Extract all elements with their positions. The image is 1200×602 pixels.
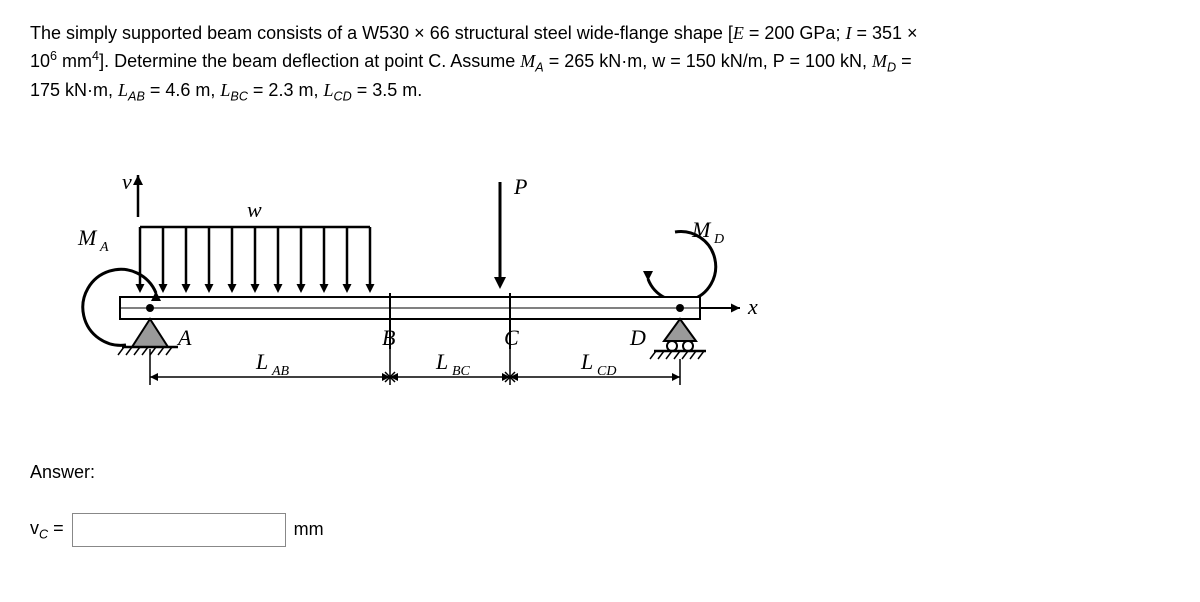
sub: CD — [333, 90, 351, 104]
svg-text:v: v — [122, 169, 132, 194]
problem-statement: The simply supported beam consists of a … — [30, 20, 1170, 107]
text: = 351 × — [851, 23, 917, 43]
svg-text:L: L — [580, 349, 593, 374]
text: = 265 kN·m, w = 150 kN/m, P = 100 kN, — [544, 51, 872, 71]
answer-unit: mm — [294, 519, 324, 540]
text: mm — [57, 51, 92, 71]
answer-row: vC = mm — [30, 513, 1170, 547]
svg-text:BC: BC — [452, 364, 471, 379]
svg-text:A: A — [99, 240, 109, 255]
text: ]. Determine the beam deflection at poin… — [99, 51, 520, 71]
text: = 4.6 m, — [145, 80, 221, 100]
answer-var: vC = — [30, 518, 64, 542]
text: = 3.5 m. — [352, 80, 423, 100]
svg-text:w: w — [247, 197, 262, 222]
sym-LCD: L — [323, 80, 333, 100]
sym-MA: M — [520, 51, 535, 71]
sub: AB — [128, 90, 145, 104]
svg-text:D: D — [713, 232, 724, 247]
text: = 2.3 m, — [248, 80, 324, 100]
beam-diagram: vMAwPMDxABCDLABLBCLCD — [60, 157, 1170, 422]
sym-LAB: L — [118, 80, 128, 100]
exp: 4 — [92, 49, 99, 63]
svg-text:AB: AB — [271, 364, 290, 379]
svg-text:x: x — [747, 294, 758, 319]
svg-text:M: M — [77, 225, 98, 250]
answer-section: Answer: vC = mm — [30, 462, 1170, 547]
svg-text:L: L — [255, 349, 268, 374]
sym-LBC: L — [220, 80, 230, 100]
answer-input[interactable] — [72, 513, 286, 547]
svg-text:CD: CD — [597, 364, 616, 379]
svg-text:B: B — [382, 325, 395, 350]
sub: BC — [230, 90, 248, 104]
sym-E: E — [733, 23, 744, 43]
svg-text:P: P — [513, 174, 527, 199]
text: 10 — [30, 51, 50, 71]
sym-MD: M — [872, 51, 887, 71]
text: = 200 GPa; — [744, 23, 846, 43]
svg-text:C: C — [504, 325, 519, 350]
exp: 6 — [50, 49, 57, 63]
svg-text:L: L — [435, 349, 448, 374]
svg-text:M: M — [691, 217, 712, 242]
text: The simply supported beam consists of a … — [30, 23, 733, 43]
text: 175 kN·m, — [30, 80, 118, 100]
answer-label: Answer: — [30, 462, 1170, 483]
svg-text:D: D — [629, 325, 646, 350]
text: = — [896, 51, 912, 71]
beam-svg: vMAwPMDxABCDLABLBCLCD — [60, 157, 780, 417]
svg-text:A: A — [176, 325, 192, 350]
sub: A — [535, 61, 543, 75]
sub: D — [887, 61, 896, 75]
